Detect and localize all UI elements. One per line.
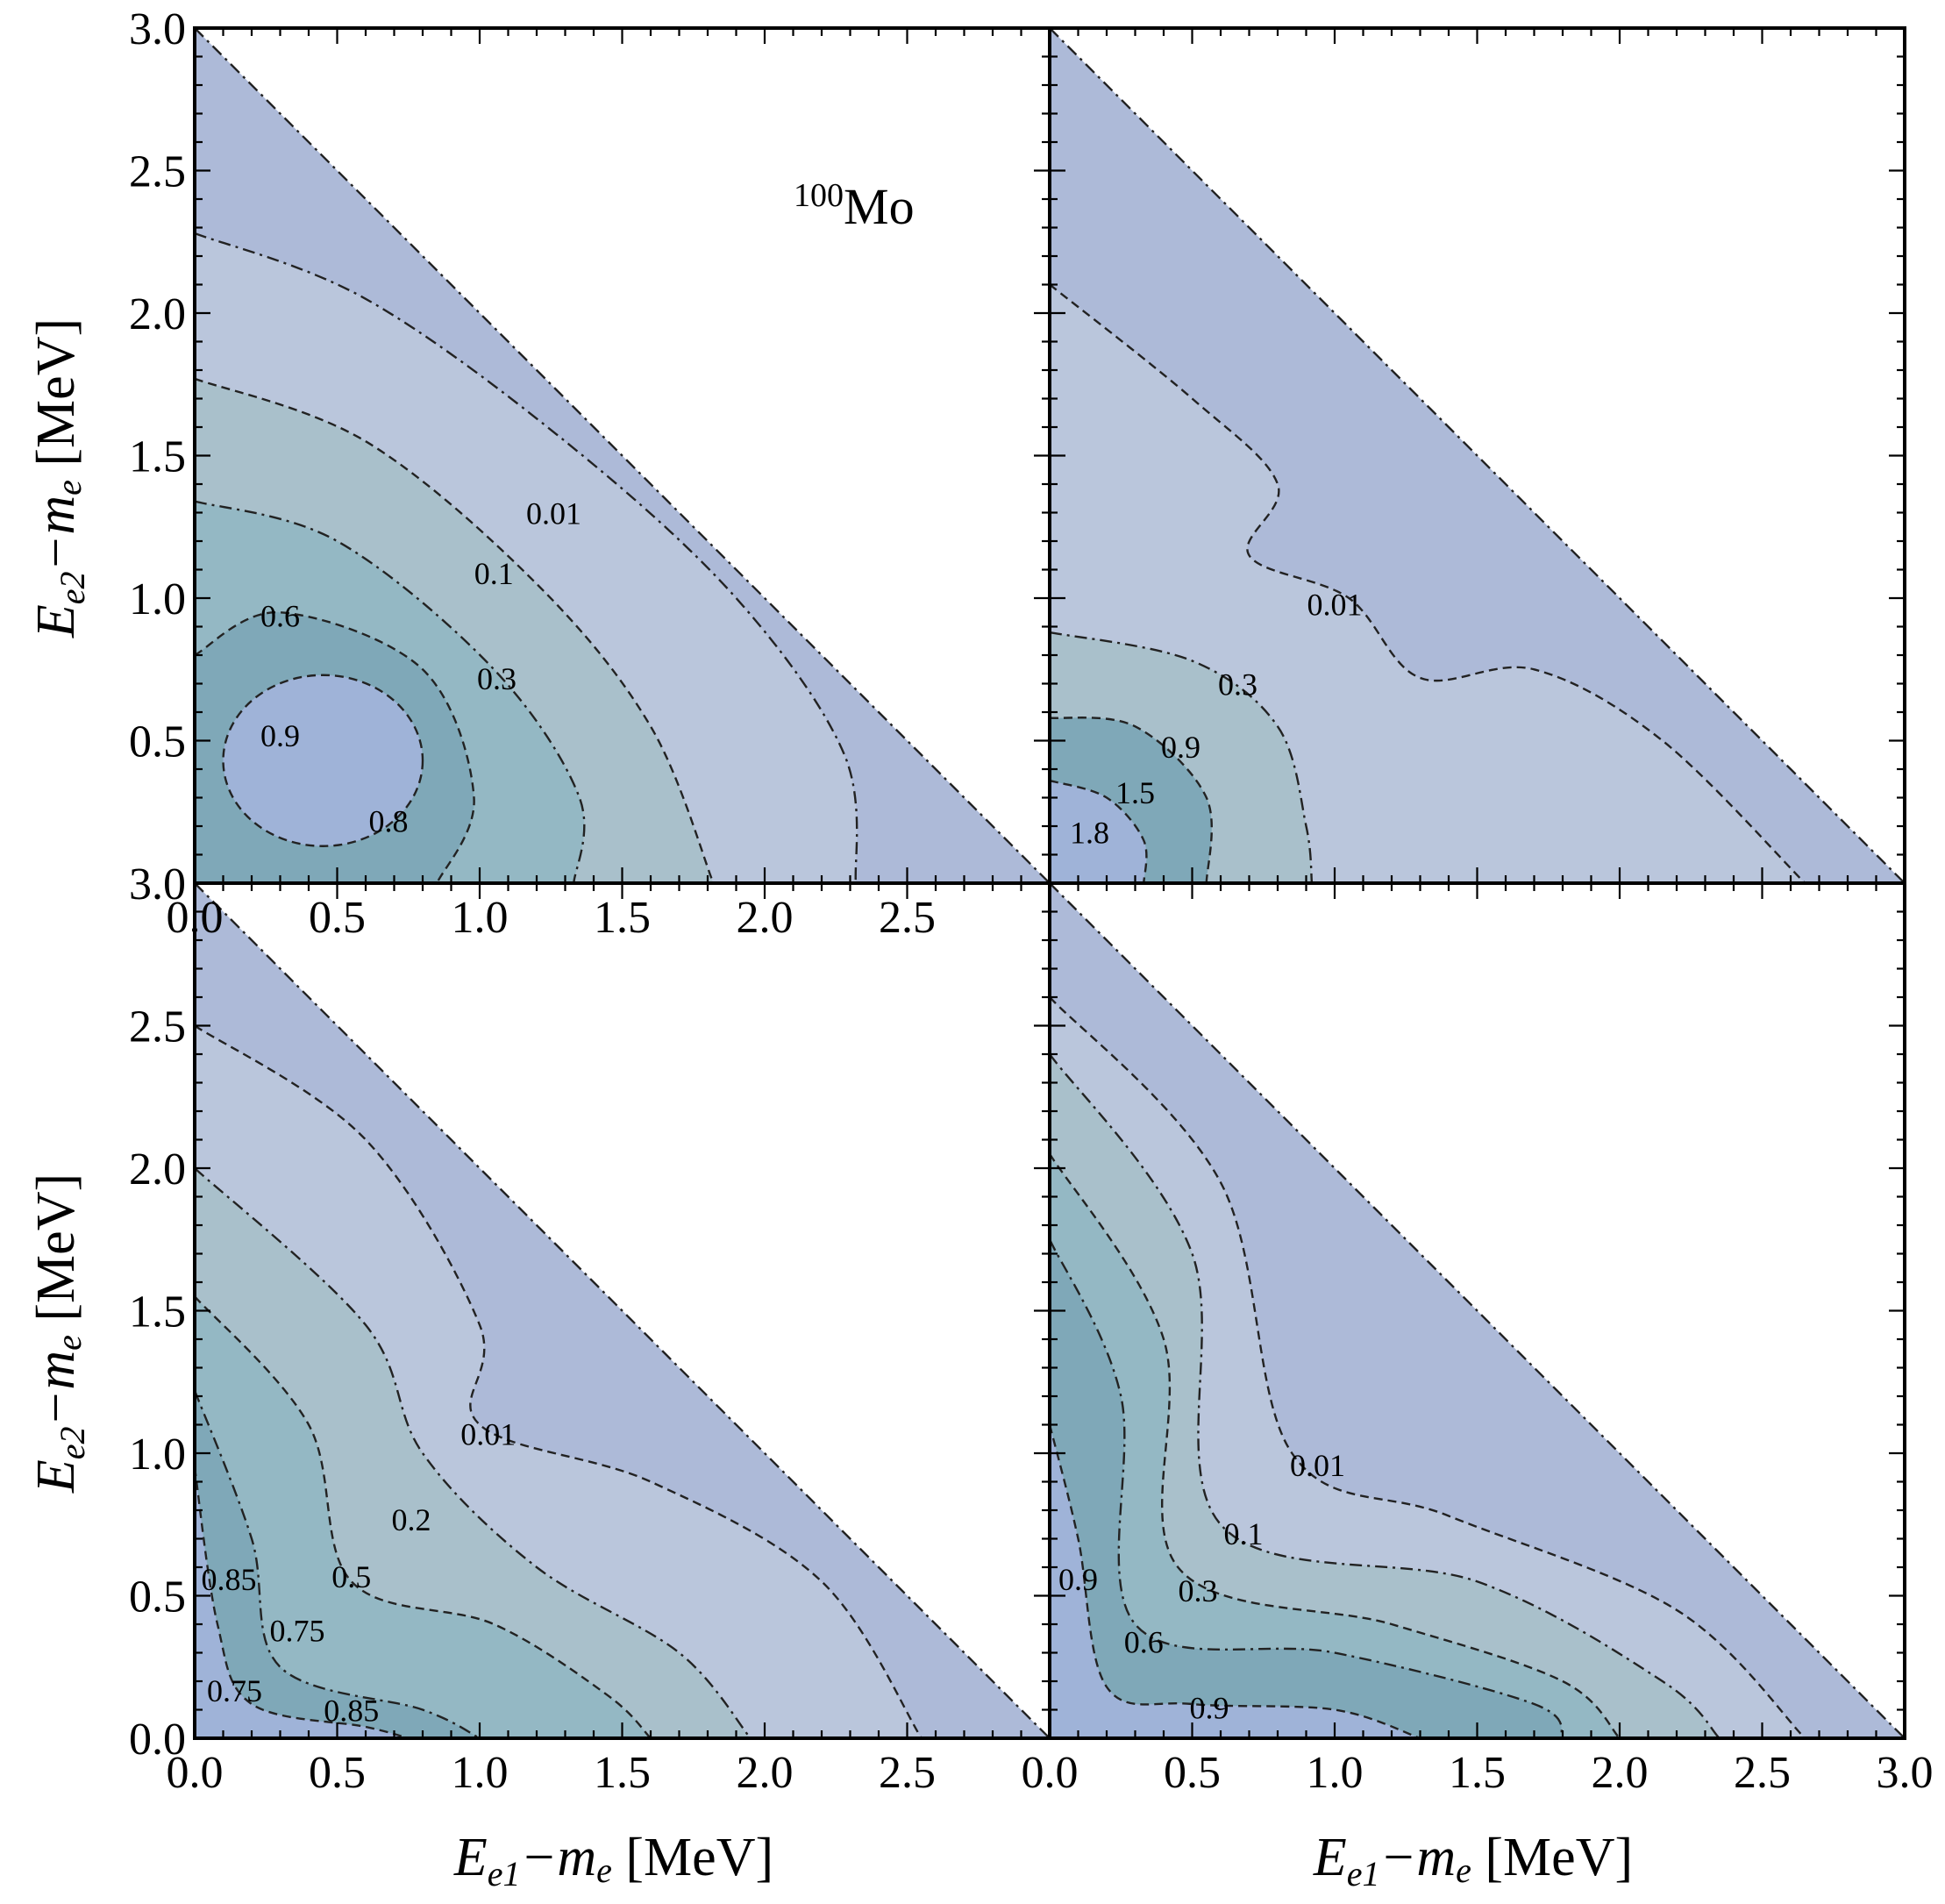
contour-label-0.01: 0.01 (1307, 588, 1363, 623)
x-tick-label: 2.0 (1592, 1748, 1649, 1798)
y-axis-title-top: Ee2−me [MeV] (26, 318, 92, 638)
x-axis-title-left: Ee1−me [MeV] (453, 1828, 773, 1893)
contour-line-1 (195, 377, 715, 883)
x-tick-label: 2.5 (879, 893, 936, 943)
contour-label-0.75: 0.75 (270, 1614, 325, 1649)
y-tick-label: 2.0 (129, 289, 186, 339)
contour-label-0.1: 0.1 (474, 556, 514, 591)
contour-line-0 (1050, 996, 1806, 1738)
panel-top-right: 0.01 0.3 0.91.51.8 (1048, 26, 1906, 885)
contour-label-0.01: 0.01 (460, 1416, 516, 1451)
contour-label-0.01: 0.01 (526, 496, 581, 531)
contour-label-0.3: 0.3 (477, 661, 517, 696)
y-tick-label: 3.0 (129, 4, 186, 54)
y-tick-label: 2.0 (129, 1145, 186, 1194)
y-tick-label: 0.0 (129, 1715, 186, 1765)
contour-region-2 (1050, 1153, 1620, 1738)
contour-line-0 (195, 232, 859, 883)
y-tick-label: 1.0 (129, 1430, 186, 1480)
y-tick-label: 1.0 (129, 574, 186, 624)
y-tick-label: 1.5 (129, 432, 186, 482)
y-tick-label: 2.5 (129, 1002, 186, 1052)
kinematic-boundary (1049, 882, 1906, 1739)
contour-label-0.85: 0.85 (324, 1694, 379, 1729)
x-tick-label: 3.0 (1877, 1748, 1934, 1798)
x-tick-label: 2.0 (737, 1748, 794, 1798)
contour-line-1 (1050, 1053, 1721, 1738)
contour-line-0 (1050, 283, 1806, 883)
x-axis-title-right: Ee1−me [MeV] (1313, 1828, 1633, 1893)
contour-label-0.2: 0.2 (392, 1502, 431, 1537)
contour-label-0.6: 0.6 (1124, 1625, 1164, 1660)
x-tick-label: 1.0 (1307, 1748, 1364, 1798)
x-tick-label: 2.0 (737, 893, 794, 943)
contour-line-3 (195, 611, 475, 883)
contour-label-0.9: 0.9 (1058, 1562, 1098, 1597)
contour-line-3 (1050, 1238, 1564, 1738)
contour-region-4 (195, 1467, 409, 1738)
contour-label-0.9: 0.9 (1161, 730, 1200, 765)
contour-label-0.75: 0.75 (207, 1673, 262, 1708)
contour-label-0.8: 0.8 (369, 804, 409, 839)
x-tick-label: 2.5 (879, 1748, 936, 1798)
contour-region-1 (1050, 1054, 1720, 1738)
x-tick-label: 1.0 (452, 893, 509, 943)
contour-region-4 (222, 674, 424, 847)
x-tick-label: 1.5 (594, 1748, 651, 1798)
y-tick-label: 0.5 (129, 717, 186, 767)
isotope-label: 100Mo (794, 177, 915, 235)
contour-label-0.9: 0.9 (1190, 1690, 1229, 1725)
x-tick-label: 0.5 (1164, 1748, 1221, 1798)
contour-label-0.5: 0.5 (331, 1559, 371, 1594)
panel-bottom-right: 0.01 0.10.3 0.6 0.9 0.9 (1048, 881, 1906, 1740)
contour-label-0.1: 0.1 (1224, 1516, 1264, 1551)
contour-line-3 (195, 1390, 481, 1738)
x-tick-label: 1.0 (452, 1748, 509, 1798)
y-axis-title-bottom: Ee2−me [MeV] (26, 1173, 92, 1494)
contour-label-0.6: 0.6 (260, 599, 300, 634)
contour-label-1.5: 1.5 (1115, 775, 1155, 810)
contour-line-2 (195, 500, 586, 883)
contour-line-3 (1050, 779, 1148, 883)
x-tick-label: 0.5 (309, 893, 366, 943)
contour-region-3 (195, 1390, 480, 1738)
contour-region-2 (195, 1296, 651, 1738)
y-tick-label: 2.5 (129, 147, 186, 197)
contour-label-0.01: 0.01 (1290, 1448, 1345, 1483)
y-tick-label: 1.5 (129, 1287, 186, 1337)
contour-region-4 (1050, 1424, 1421, 1738)
x-tick-label: 0.0 (167, 893, 224, 943)
contour-region-3 (1050, 781, 1147, 883)
panel-top-left: 0.01 0.1 0.3 0.6 0.8 0.9 (193, 26, 1051, 885)
tick-labels: 0.0 0.5 1.0 1.5 2.0 2.50.51.01.52.02.53.00.0 0… (129, 4, 1934, 1798)
x-tick-label: 0.0 (1022, 1748, 1079, 1798)
contour-label-0.3: 0.3 (1179, 1573, 1218, 1608)
x-tick-label: 0.0 (167, 1748, 224, 1798)
contour-line-4 (1050, 1424, 1421, 1738)
contour-line-2 (195, 1295, 652, 1738)
x-tick-label: 0.5 (309, 1748, 366, 1798)
x-tick-label: 2.5 (1734, 1748, 1791, 1798)
kinematic-boundary (194, 27, 1051, 884)
contour-line-2 (1050, 1153, 1621, 1738)
contour-label-0.9: 0.9 (260, 718, 300, 753)
contour-line-1 (1050, 631, 1314, 883)
kinematic-boundary (1049, 27, 1906, 884)
panel-bottom-left: 0.01 0.2 0.5 0.85 0.750.75 0.85 (193, 881, 1051, 1740)
contour-line-4 (195, 1467, 410, 1738)
contour-label-1.8: 1.8 (1070, 816, 1109, 851)
contour-label-0.3: 0.3 (1218, 667, 1257, 702)
y-tick-label: 3.0 (129, 859, 186, 909)
contour-label-0.85: 0.85 (202, 1562, 257, 1597)
y-tick-label: 0.5 (129, 1572, 186, 1622)
x-tick-label: 1.5 (594, 893, 651, 943)
kinematic-boundary (194, 882, 1051, 1739)
x-tick-label: 1.5 (1449, 1748, 1506, 1798)
contour-line-1 (195, 1167, 752, 1738)
